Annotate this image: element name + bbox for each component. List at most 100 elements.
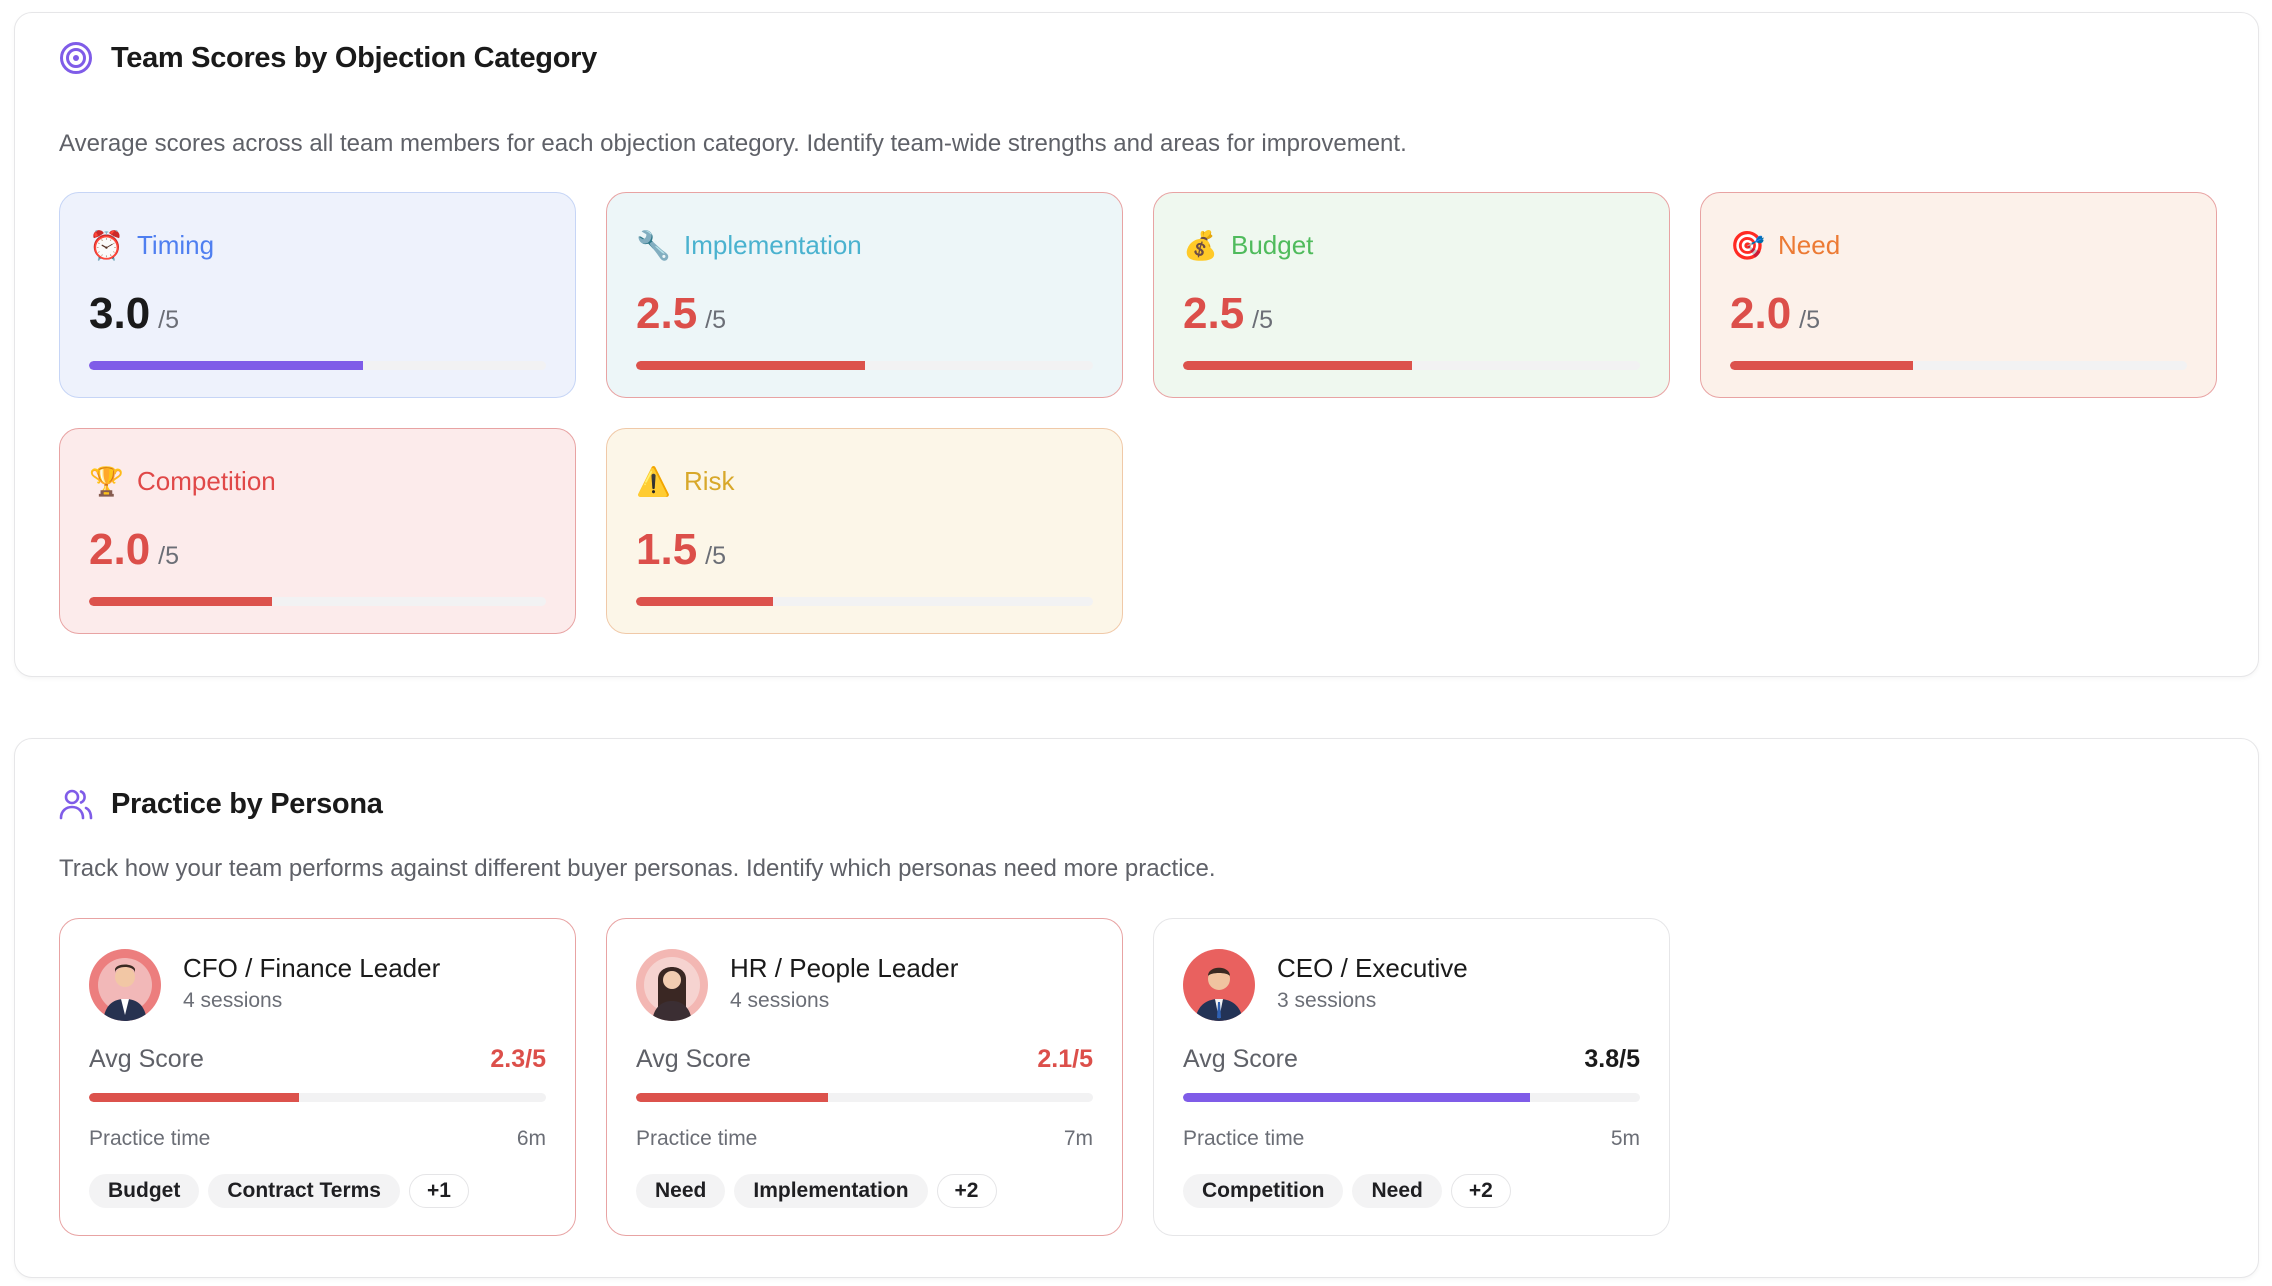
persona-name: CFO / Finance Leader xyxy=(183,953,441,983)
persona-avatar xyxy=(636,949,708,1021)
target-icon xyxy=(59,41,93,75)
score-progress-bar xyxy=(1183,1093,1640,1102)
category-label: 🏆 Competition xyxy=(89,465,276,498)
category-name: Competition xyxy=(137,466,276,496)
score-max: /5 xyxy=(158,306,180,334)
score-max: /5 xyxy=(705,306,727,334)
score-progress-fill xyxy=(1183,361,1412,370)
category-name: Budget xyxy=(1231,230,1314,260)
score-progress-fill xyxy=(636,361,865,370)
category-name: Timing xyxy=(137,230,215,260)
category-label: ⏰ Timing xyxy=(89,229,214,262)
persona-section: Practice by Persona Track how your team … xyxy=(14,738,2259,1278)
persona-avatar xyxy=(89,949,161,1021)
score-progress-bar xyxy=(1730,361,2187,370)
section-description: Average scores across all team members f… xyxy=(59,130,1407,157)
objection-tag: Need xyxy=(636,1174,726,1208)
objection-tag: Competition xyxy=(1183,1174,1344,1208)
category-name: Risk xyxy=(684,466,735,496)
persona-card[interactable]: HR / People Leader 4 sessions Avg Score 2… xyxy=(606,918,1123,1236)
score-progress-bar xyxy=(636,597,1093,606)
category-score: 2.0/5 xyxy=(89,525,179,575)
score-progress-bar xyxy=(89,361,546,370)
practice-time-value: 6m xyxy=(516,1127,546,1150)
more-tags-badge[interactable]: +1 xyxy=(408,1174,469,1208)
category-score: 2.0/5 xyxy=(1730,289,1820,339)
target-icon: 🎯 xyxy=(1730,230,1765,261)
persona-card[interactable]: CEO / Executive 3 sessions Avg Score 3.8/… xyxy=(1153,918,1670,1236)
score-progress-fill xyxy=(636,1093,828,1102)
practice-time-row: Practice time 5m xyxy=(1183,1127,1640,1151)
persona-name: CEO / Executive xyxy=(1277,953,1468,983)
category-label: ⚠️ Risk xyxy=(636,465,735,498)
more-tags-badge[interactable]: +2 xyxy=(936,1174,997,1208)
score-max: /5 xyxy=(1252,306,1274,334)
score-value: 2.5 xyxy=(636,289,698,338)
persona-sessions: 4 sessions xyxy=(730,989,830,1012)
avg-score-value: 2.1/5 xyxy=(1037,1045,1093,1073)
team-scores-section: Team Scores by Objection Category Averag… xyxy=(14,12,2259,677)
category-label: 🔧 Implementation xyxy=(636,229,862,262)
warning-icon: ⚠️ xyxy=(636,466,671,497)
section-description: Track how your team performs against dif… xyxy=(59,855,1216,882)
score-value: 2.0 xyxy=(89,525,151,574)
users-icon xyxy=(59,787,93,821)
avg-score-row: Avg Score 3.8/5 xyxy=(1183,1045,1640,1074)
avg-score-label: Avg Score xyxy=(1183,1045,1298,1073)
score-progress-fill xyxy=(89,361,364,370)
category-score: 3.0/5 xyxy=(89,289,179,339)
avg-score-row: Avg Score 2.3/5 xyxy=(89,1045,546,1074)
score-progress-fill xyxy=(89,1093,300,1102)
avg-score-value: 2.3/5 xyxy=(490,1045,546,1073)
section-title-text: Practice by Persona xyxy=(111,787,383,820)
tag-list: Budget Contract Terms +1 xyxy=(89,1174,469,1208)
category-label: 💰 Budget xyxy=(1183,229,1313,262)
category-card-competition: 🏆 Competition 2.0/5 xyxy=(59,428,576,634)
persona-sessions: 3 sessions xyxy=(1277,989,1377,1012)
avg-score-label: Avg Score xyxy=(636,1045,751,1073)
score-value: 3.0 xyxy=(89,289,151,338)
score-value: 2.0 xyxy=(1730,289,1792,338)
money-bag-icon: 💰 xyxy=(1183,230,1218,261)
category-score: 2.5/5 xyxy=(636,289,726,339)
category-name: Need xyxy=(1778,230,1841,260)
wrench-icon: 🔧 xyxy=(636,230,671,261)
trophy-icon: 🏆 xyxy=(89,466,124,497)
category-card-implementation: 🔧 Implementation 2.5/5 xyxy=(606,192,1123,398)
persona-card[interactable]: CFO / Finance Leader 4 sessions Avg Scor… xyxy=(59,918,576,1236)
category-label: 🎯 Need xyxy=(1730,229,1840,262)
score-progress-bar xyxy=(89,1093,546,1102)
category-name: Implementation xyxy=(684,230,862,260)
category-card-timing: ⏰ Timing 3.0/5 xyxy=(59,192,576,398)
objection-tag: Need xyxy=(1352,1174,1442,1208)
score-progress-fill xyxy=(636,597,774,606)
score-max: /5 xyxy=(158,542,180,570)
more-tags-badge[interactable]: +2 xyxy=(1450,1174,1511,1208)
section-title: Team Scores by Objection Category xyxy=(59,41,597,75)
persona-name: HR / People Leader xyxy=(730,953,959,983)
avg-score-label: Avg Score xyxy=(89,1045,204,1073)
practice-time-value: 5m xyxy=(1610,1127,1640,1150)
score-progress-bar xyxy=(1183,361,1640,370)
score-max: /5 xyxy=(1799,306,1821,334)
score-value: 1.5 xyxy=(636,525,698,574)
practice-time-row: Practice time 7m xyxy=(636,1127,1093,1151)
persona-sessions: 4 sessions xyxy=(183,989,283,1012)
persona-avatar xyxy=(1183,949,1255,1021)
category-score: 1.5/5 xyxy=(636,525,726,575)
score-progress-fill xyxy=(1730,361,1913,370)
practice-time-label: Practice time xyxy=(89,1127,211,1150)
score-progress-bar xyxy=(89,597,546,606)
practice-time-label: Practice time xyxy=(636,1127,758,1150)
avg-score-row: Avg Score 2.1/5 xyxy=(636,1045,1093,1074)
practice-time-row: Practice time 6m xyxy=(89,1127,546,1151)
objection-tag: Implementation xyxy=(734,1174,928,1208)
objection-tag: Contract Terms xyxy=(208,1174,400,1208)
tag-list: Competition Need +2 xyxy=(1183,1174,1511,1208)
category-card-risk: ⚠️ Risk 1.5/5 xyxy=(606,428,1123,634)
score-progress-fill xyxy=(89,597,272,606)
score-progress-bar xyxy=(636,361,1093,370)
practice-time-value: 7m xyxy=(1063,1127,1093,1150)
score-progress-fill xyxy=(1183,1093,1531,1102)
alarm-clock-icon: ⏰ xyxy=(89,230,124,261)
